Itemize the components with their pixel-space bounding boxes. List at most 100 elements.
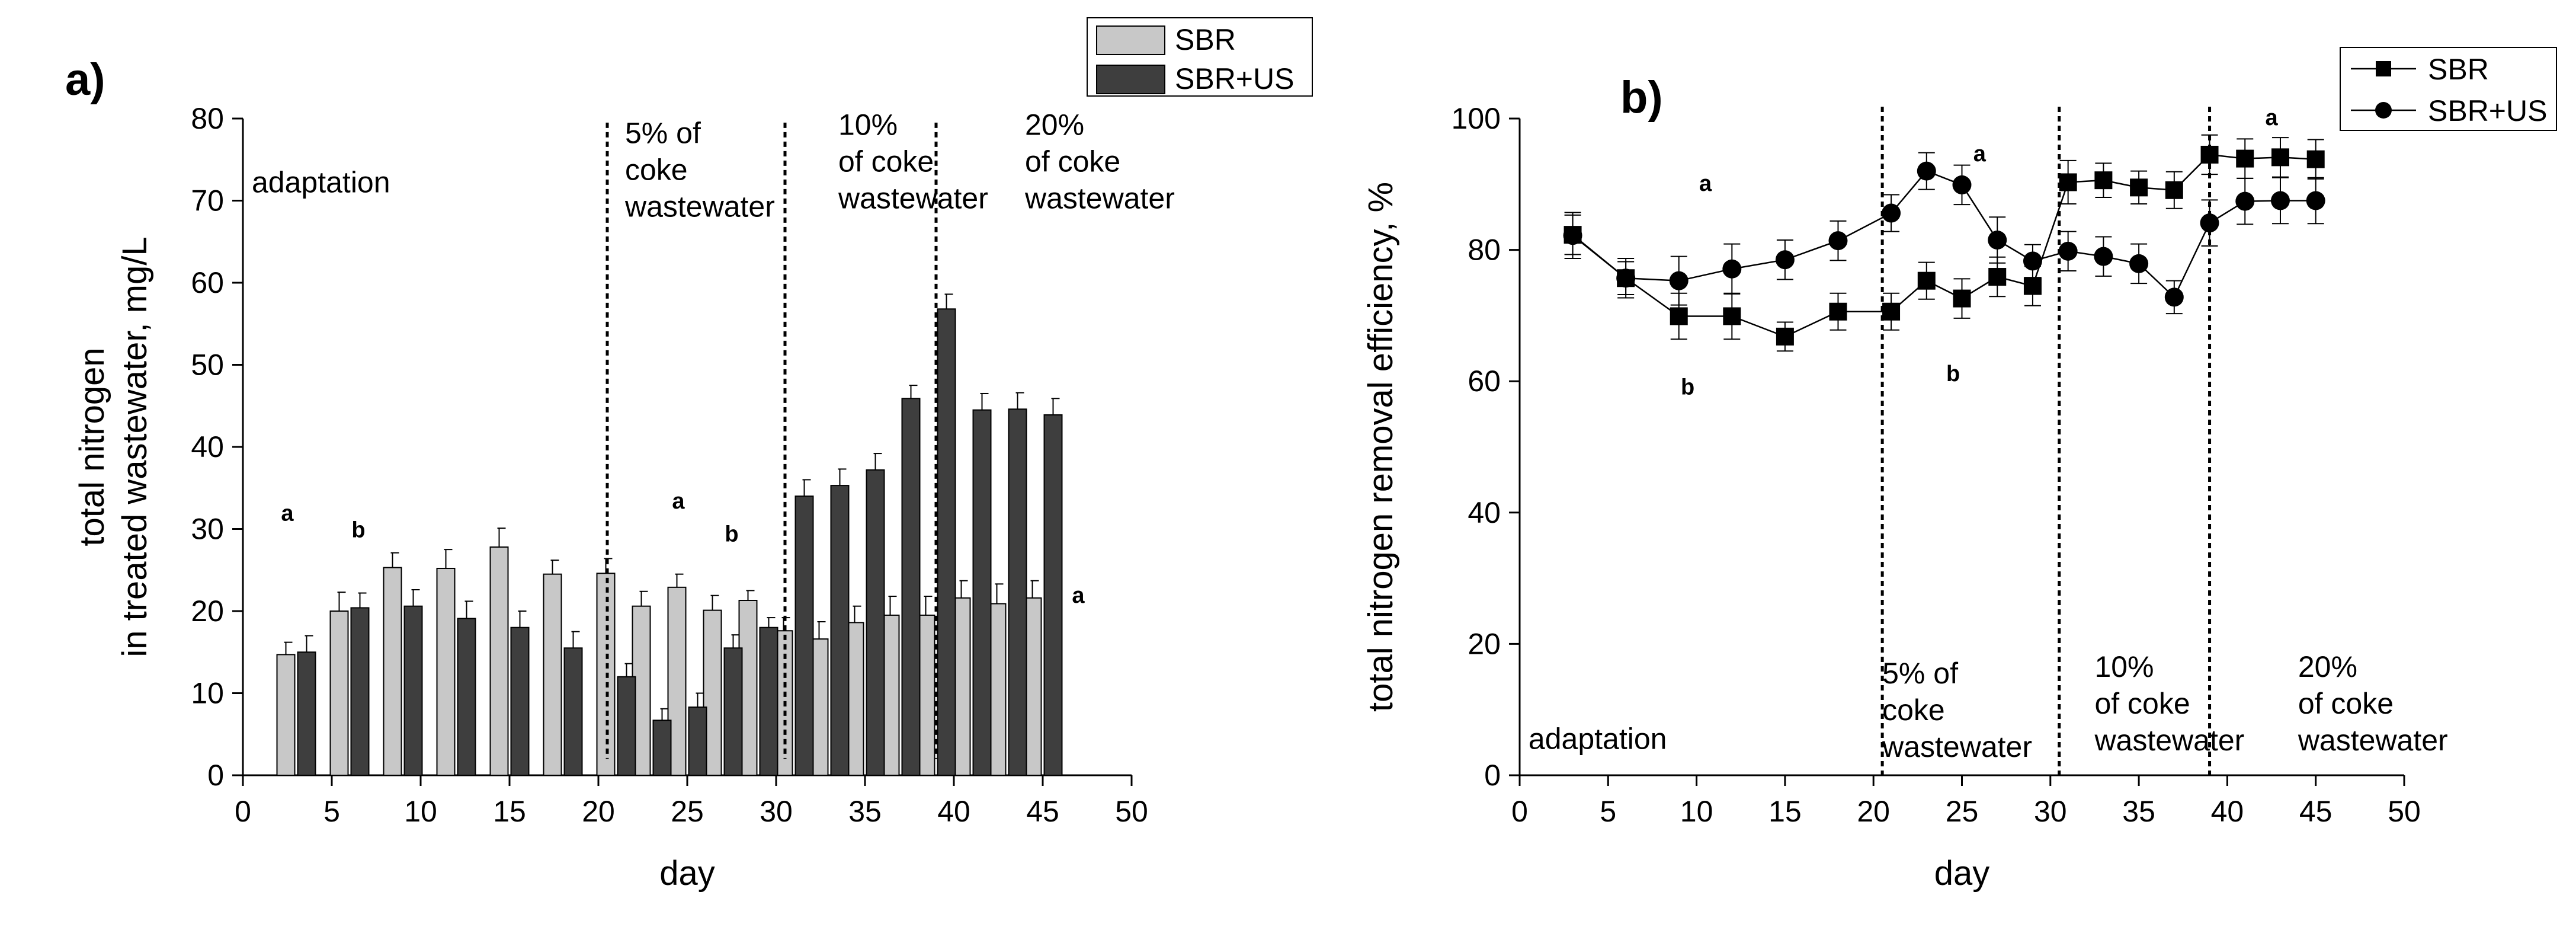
y-tick-label: 40	[1468, 496, 1501, 529]
bar-sbr-us	[652, 720, 672, 776]
bar-sbr	[329, 610, 349, 776]
x-tick-label: 10	[404, 795, 437, 828]
significance-letter: b	[351, 517, 365, 542]
x-tick-label: 5	[323, 795, 340, 828]
y-tick-label: 40	[191, 430, 224, 464]
bar-sbr-us	[297, 651, 316, 776]
x-axis-title: day	[1934, 854, 1990, 893]
y-axis-title: in treated wastewater, mg/L	[116, 236, 154, 657]
y-tick-label: 20	[1468, 627, 1501, 660]
bar-sbr-us	[1008, 408, 1027, 776]
legend-label-sbr: SBR	[1175, 23, 1236, 56]
phase-label: 5% of	[1882, 657, 1958, 690]
point-sbr	[2059, 173, 2077, 191]
point-sbr-us	[1722, 259, 1742, 279]
phase-label: adaptation	[252, 166, 390, 199]
phase-label: wastewater	[624, 190, 775, 223]
x-tick-label: 50	[1115, 795, 1148, 828]
y-axis-title: total nitrogen	[73, 347, 111, 546]
x-tick-label: 25	[1946, 795, 1979, 828]
x-tick-label: 30	[2034, 795, 2067, 828]
legend: SBR SBR+US	[1087, 17, 1313, 97]
point-sbr-us	[2235, 191, 2255, 211]
point-sbr-us	[2129, 254, 2149, 273]
point-sbr	[2023, 277, 2042, 295]
point-sbr	[1988, 268, 2007, 286]
point-sbr-us	[2094, 247, 2113, 266]
phase-label: 5% of	[625, 117, 701, 150]
chart-panel-a: a) 0 5 10 15 20 25 30 35 40 45 50 0 10 20 30 40 50 60 70 80 d…	[65, 17, 1313, 893]
bar-sbr-us	[350, 607, 370, 776]
y-tick-label: 100	[1452, 102, 1501, 135]
point-sbr-us	[1917, 161, 1936, 181]
phase-label: of coke	[838, 145, 934, 178]
point-sbr-us	[1775, 250, 1795, 270]
bar-sbr-us	[972, 409, 992, 776]
x-tick-label: 0	[235, 795, 251, 828]
y-tick-label: 60	[1468, 365, 1501, 398]
phase-label: coke	[1882, 693, 1945, 727]
point-sbr	[1723, 307, 1741, 325]
y-tick-label: 10	[191, 677, 224, 710]
point-sbr	[1776, 327, 1794, 346]
point-sbr-us	[1616, 268, 1636, 288]
bar-sbr-us	[457, 618, 476, 776]
point-sbr	[2306, 150, 2325, 168]
bar-sbr-us	[937, 308, 956, 776]
bar-sbr-us	[403, 605, 423, 776]
bar-sbr-us	[510, 626, 530, 776]
bar-sbr	[276, 654, 296, 776]
phase-label: wastewater	[1882, 730, 2032, 763]
phase-label: wastewater	[2094, 724, 2244, 757]
significance-letter: a	[281, 501, 294, 526]
bar-sbr-us	[617, 676, 636, 776]
bar-sbr-us	[688, 707, 707, 776]
bar-sbr-us	[866, 469, 885, 776]
point-sbr	[1917, 271, 1936, 290]
bar-sbr-us	[830, 485, 850, 776]
phase-label: wastewater	[1024, 182, 1175, 215]
point-sbr-us	[2270, 191, 2290, 210]
y-tick-label: 50	[191, 349, 224, 382]
x-tick-label: 40	[2211, 795, 2244, 828]
x-tick-label: 5	[1600, 795, 1616, 828]
significance-letter: a	[1699, 171, 1712, 196]
phase-label: of coke	[2298, 687, 2394, 720]
y-tick-label: 80	[191, 102, 224, 135]
x-tick-label: 15	[493, 795, 526, 828]
x-tick-label: 40	[937, 795, 970, 828]
point-sbr	[2271, 148, 2289, 167]
point-sbr-us	[1669, 271, 1689, 290]
x-tick-label: 15	[1768, 795, 1802, 828]
legend-swatch-sbr-us	[1096, 65, 1165, 94]
x-tick-label: 35	[2122, 795, 2155, 828]
y-tick-label: 0	[207, 759, 224, 792]
y-tick-label: 30	[191, 513, 224, 546]
point-sbr	[2165, 181, 2183, 199]
x-tick-label: 50	[2388, 795, 2421, 828]
significance-letter: b	[1946, 362, 1960, 386]
significance-letter: b	[1681, 375, 1694, 399]
legend-label-sbr-us: SBR+US	[2428, 94, 2547, 127]
x-tick-label: 25	[671, 795, 704, 828]
legend-label-sbr-us: SBR+US	[1175, 62, 1294, 95]
x-axis-title: day	[659, 854, 715, 893]
bar-sbr-us	[723, 647, 743, 776]
point-sbr-us	[2023, 251, 2042, 271]
x-tick-label: 45	[2299, 795, 2333, 828]
legend-marker-sbr-us	[2375, 102, 2392, 119]
significance-letter: a	[2265, 106, 2278, 130]
x-tick-label: 35	[848, 795, 882, 828]
phase-label: wastewater	[838, 182, 988, 215]
bar-sbr	[383, 567, 402, 776]
phase-label: coke	[625, 154, 688, 187]
y-tick-label: 80	[1468, 234, 1501, 267]
point-sbr	[1829, 302, 1847, 321]
point-sbr	[1882, 302, 1901, 321]
point-sbr-us	[2306, 191, 2325, 210]
y-tick-label: 70	[191, 184, 224, 218]
bar-sbr-us	[759, 626, 778, 776]
bar-sbr-us	[794, 496, 814, 776]
legend-marker-sbr	[2376, 61, 2391, 76]
significance-letter: a	[1072, 583, 1085, 608]
